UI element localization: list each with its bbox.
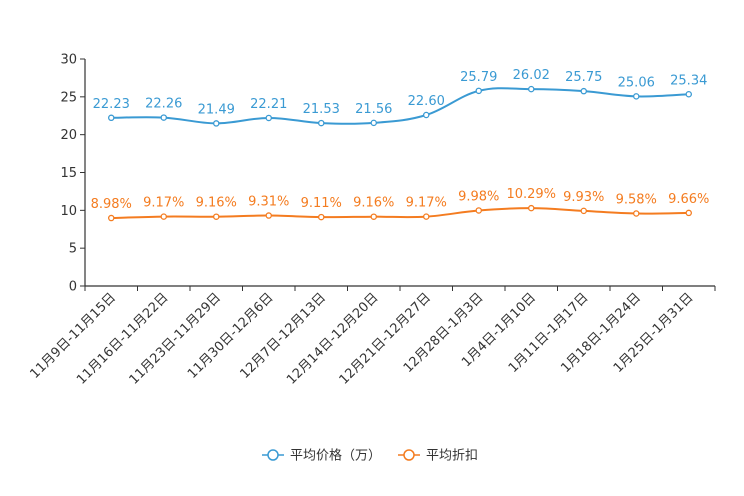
- data-point[interactable]: [212, 120, 220, 127]
- y-tick-label: 5: [69, 242, 77, 257]
- data-label: 25.34: [670, 73, 707, 88]
- data-label: 21.53: [303, 102, 340, 117]
- legend-item-1[interactable]: 平均价格（万）: [262, 448, 381, 464]
- x-tick-label: 12月21日-12月27日: [337, 290, 434, 387]
- data-point[interactable]: [528, 204, 535, 212]
- chart-data-labels: 22.23 22.26 21.49 22.21 21.53 21.56 22.60 25.79…: [91, 68, 710, 212]
- y-tick-label: 15: [60, 166, 77, 181]
- data-point[interactable]: [633, 210, 640, 217]
- data-label: 21.56: [355, 102, 392, 117]
- x-tick-label: 12月14日-12月20日: [284, 290, 381, 387]
- legend-item-2[interactable]: 平均折扣: [398, 449, 478, 464]
- data-point[interactable]: [528, 85, 535, 93]
- data-label: 22.26: [145, 97, 182, 112]
- data-point[interactable]: [108, 114, 115, 122]
- data-label: 9.66%: [668, 192, 709, 207]
- y-tick-label: 0: [69, 280, 77, 295]
- data-label: 9.31%: [248, 195, 289, 210]
- x-tick-label: 11月9日-11月15日: [27, 290, 119, 382]
- legend-label: 平均价格（万）: [290, 448, 381, 464]
- data-point[interactable]: [580, 207, 588, 215]
- data-label: 9.98%: [458, 189, 499, 204]
- data-label: 22.60: [408, 94, 445, 109]
- data-point[interactable]: [422, 213, 430, 220]
- data-label: 9.16%: [196, 196, 237, 211]
- data-point[interactable]: [317, 213, 325, 221]
- data-point[interactable]: [160, 213, 167, 220]
- legend-marker-icon: [267, 449, 279, 461]
- data-point[interactable]: [370, 213, 377, 220]
- y-tick-label: 20: [60, 128, 77, 143]
- data-point[interactable]: [212, 213, 220, 220]
- data-label: 9.11%: [301, 196, 342, 211]
- data-label: 25.79: [460, 70, 497, 85]
- data-point[interactable]: [108, 214, 115, 222]
- data-label: 10.29%: [506, 187, 556, 202]
- data-label: 26.02: [513, 68, 550, 83]
- legend-marker-icon: [403, 449, 415, 461]
- data-label: 9.93%: [563, 190, 604, 205]
- data-point[interactable]: [685, 91, 693, 98]
- data-label: 22.21: [250, 97, 287, 112]
- data-point[interactable]: [475, 87, 482, 95]
- data-point[interactable]: [685, 209, 693, 217]
- chart-series: [108, 85, 693, 222]
- data-point[interactable]: [422, 111, 430, 119]
- x-tick-label: 11月16日-11月22日: [74, 290, 171, 387]
- data-point[interactable]: [160, 114, 167, 121]
- data-point[interactable]: [475, 207, 482, 214]
- series-line-2: [111, 207, 689, 220]
- data-label: 9.17%: [143, 196, 184, 211]
- x-tick-label: 11月23日-11月29日: [127, 290, 224, 387]
- data-label: 22.23: [93, 97, 130, 112]
- data-point[interactable]: [633, 93, 640, 100]
- data-label: 8.98%: [91, 197, 132, 212]
- y-tick-label: 10: [60, 204, 77, 219]
- data-point[interactable]: [265, 114, 272, 122]
- data-point[interactable]: [265, 212, 272, 219]
- data-point[interactable]: [317, 119, 325, 127]
- data-label: 21.49: [198, 102, 235, 117]
- data-label: 25.06: [618, 75, 655, 90]
- y-tick-label: 30: [60, 53, 77, 68]
- data-label: 25.75: [565, 70, 602, 85]
- data-label: 9.16%: [353, 196, 394, 211]
- data-point[interactable]: [370, 119, 377, 127]
- data-label: 9.17%: [406, 196, 447, 211]
- data-label: 9.58%: [616, 193, 657, 208]
- chart-legend[interactable]: 平均价格（万） 平均折扣: [262, 448, 478, 464]
- series-line-1: [111, 87, 689, 125]
- data-point[interactable]: [580, 87, 588, 95]
- y-tick-label: 25: [60, 90, 77, 105]
- legend-label: 平均折扣: [426, 449, 478, 464]
